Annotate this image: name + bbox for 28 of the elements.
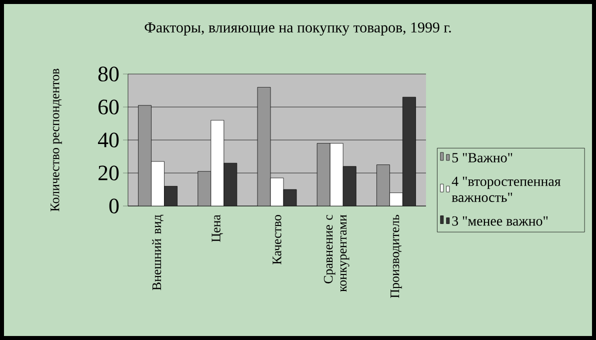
y-tick-label: 60	[98, 100, 119, 114]
y-tick-label: 80	[98, 66, 119, 82]
x-tick-label: Сравнение с конкурентами	[324, 214, 350, 292]
legend-label: 4 "второстепенная важность"	[452, 176, 561, 202]
bar	[342, 166, 356, 206]
x-tick-label: Внешний вид	[152, 214, 164, 290]
bar	[210, 120, 224, 206]
x-tick-label: Цена	[212, 214, 224, 242]
bar	[257, 87, 271, 206]
x-tick-label: Производитель	[390, 214, 402, 298]
y-axis-title: Количество респондентов	[50, 68, 62, 212]
y-tick-label: 40	[98, 132, 119, 148]
y-tick-label: 0	[109, 198, 119, 214]
bar	[330, 143, 344, 206]
bar	[402, 96, 416, 206]
legend-label: 5 "Важно"	[452, 153, 512, 162]
bar	[198, 171, 212, 206]
bar	[151, 161, 164, 206]
bar	[376, 164, 390, 206]
bar	[138, 105, 152, 206]
legend-label: 3 "менее важно"	[452, 216, 548, 226]
bar	[164, 186, 178, 206]
y-tick-label: 20	[98, 166, 119, 180]
chart-title: Факторы, влияющие на покупку товаров, 1999 г.	[144, 22, 451, 36]
bar	[389, 192, 403, 206]
bar	[224, 162, 238, 206]
bar	[316, 143, 330, 206]
x-tick-label: Качество	[272, 215, 282, 264]
